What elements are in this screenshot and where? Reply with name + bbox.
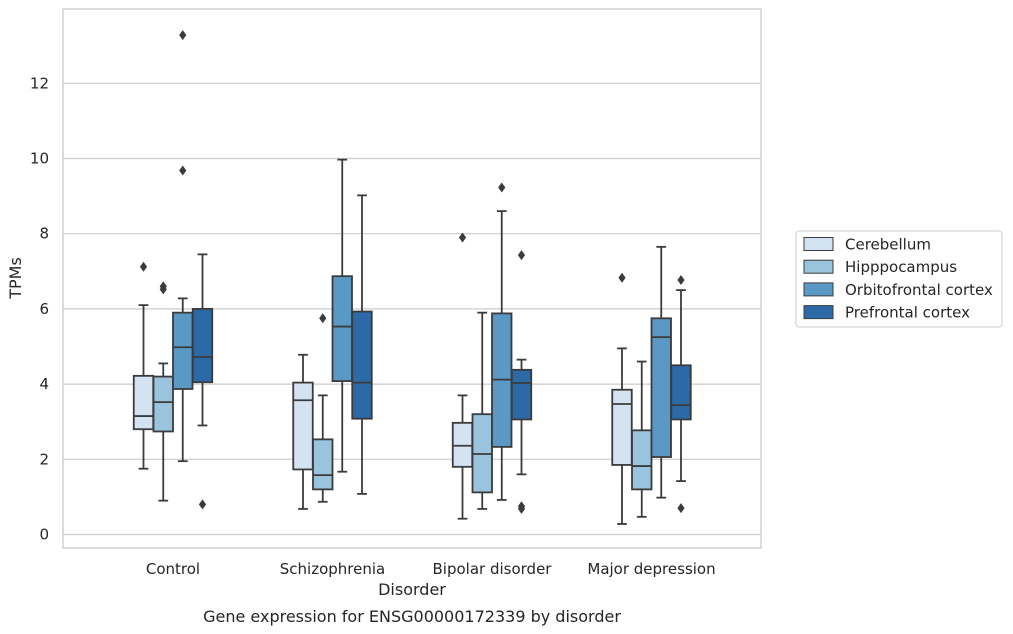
outlier-point xyxy=(198,499,207,510)
box xyxy=(312,313,334,503)
y-tick-label: 8 xyxy=(39,225,49,243)
legend: Cerebellum Hipppocampus Orbitofrontal cort… xyxy=(795,230,1003,328)
legend-label: Orbitofrontal cortex xyxy=(845,281,993,299)
box-body xyxy=(191,307,214,384)
x-axis-label: Disorder xyxy=(378,580,446,599)
box xyxy=(351,194,373,495)
outlier-point xyxy=(517,250,526,261)
legend-item: Orbitofrontal cortex xyxy=(803,281,993,299)
box xyxy=(292,353,314,510)
box-body xyxy=(132,374,155,431)
box xyxy=(331,158,353,473)
box-body xyxy=(312,438,334,491)
chart-caption: Gene expression for ENSG00000172339 by d… xyxy=(203,607,621,626)
outlier-point xyxy=(458,232,467,243)
box xyxy=(152,281,174,502)
legend-label: Cerebellum xyxy=(845,236,931,254)
y-tick-label: 4 xyxy=(39,375,49,393)
y-axis-label: TPMs xyxy=(6,257,25,300)
box xyxy=(611,272,633,525)
legend-item: Hipppocampus xyxy=(803,258,957,276)
outlier-point xyxy=(319,313,327,324)
box xyxy=(650,245,672,499)
x-tick-label: Schizophrenia xyxy=(280,560,385,578)
grid-lines xyxy=(63,82,761,536)
box-body xyxy=(152,375,174,433)
box xyxy=(510,250,533,514)
legend-label: Prefrontal cortex xyxy=(845,304,970,322)
box-body xyxy=(172,311,194,390)
outlier-point xyxy=(159,281,167,292)
box xyxy=(451,232,474,520)
legend-swatch xyxy=(803,237,834,251)
outlier-point xyxy=(677,274,685,285)
box xyxy=(191,253,214,510)
box xyxy=(631,360,653,518)
boxes xyxy=(132,30,692,525)
y-axis-ticks: 0 2 4 6 8 10 12 xyxy=(30,74,49,543)
x-tick-label: Bipolar disorder xyxy=(433,560,553,578)
outlier-point xyxy=(498,182,506,193)
outlier-point xyxy=(139,261,148,272)
x-tick-label: Control xyxy=(146,560,200,578)
plot-frame xyxy=(62,8,762,549)
y-tick-label: 6 xyxy=(39,300,49,318)
box-body xyxy=(650,317,672,458)
box-body xyxy=(510,368,533,421)
legend-item: Cerebellum xyxy=(803,236,931,254)
y-tick-label: 10 xyxy=(30,150,49,168)
outlier-point xyxy=(517,501,526,512)
x-tick-label: Major depression xyxy=(587,560,715,578)
legend-swatch xyxy=(803,259,834,274)
x-axis-ticks: Control Schizophrenia Bipolar disorder Majo… xyxy=(146,560,716,578)
legend-swatch xyxy=(803,282,834,297)
box-body xyxy=(331,275,353,382)
y-tick-label: 2 xyxy=(39,450,49,468)
box-body xyxy=(292,381,314,471)
box xyxy=(132,261,155,470)
legend-label: Hipppocampus xyxy=(845,258,957,276)
box-body xyxy=(611,388,633,466)
box xyxy=(471,311,493,510)
legend-frame xyxy=(795,230,1003,328)
box-body xyxy=(631,429,653,491)
box-body xyxy=(451,421,474,468)
y-tick-label: 12 xyxy=(30,74,49,92)
y-tick-label: 0 xyxy=(39,526,49,544)
outlier-point xyxy=(677,503,685,514)
box xyxy=(670,274,692,514)
legend-item: Prefrontal cortex xyxy=(803,304,970,322)
box xyxy=(491,182,513,501)
outlier-point xyxy=(179,30,187,41)
box-body xyxy=(670,364,692,421)
box-body xyxy=(351,310,373,420)
legend-swatch xyxy=(803,305,834,320)
outlier-point xyxy=(618,272,626,283)
outlier-point xyxy=(179,165,187,176)
plot-area xyxy=(62,8,762,549)
box xyxy=(172,30,194,463)
